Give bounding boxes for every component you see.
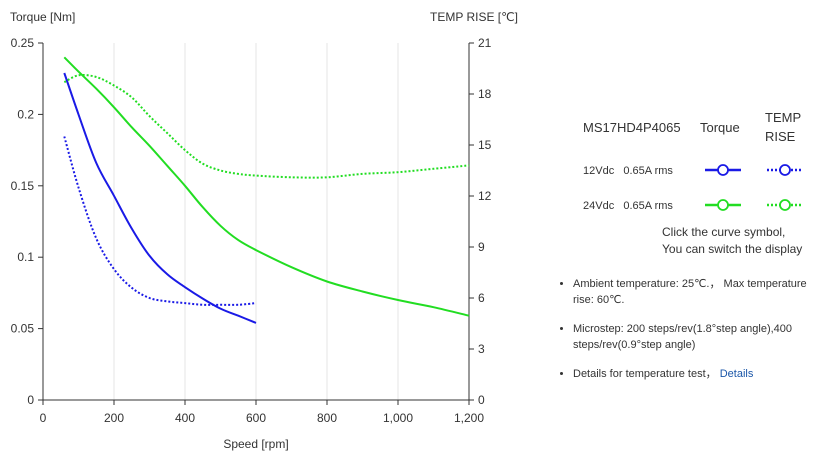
y-left-tick-label: 0.2 [17,107,34,121]
y-left-tick-label: 0.25 [11,36,35,50]
legend-hint-line2: You can switch the display [662,242,803,256]
x-tick-label: 800 [317,411,337,425]
y-left-tick-label: 0 [27,393,34,407]
y-right-tick-label: 12 [478,189,492,203]
series-12vdc-torque-line [63,72,257,324]
series-24vdc-torque-line [63,56,470,317]
legend-24v-torque-symbol[interactable] [703,198,743,212]
notes-list: Ambient temperature: 25℃.， Max temperatu… [560,276,813,395]
right-axis-title: TEMP RISE [℃] [430,10,518,24]
x-axis-title: Speed [rpm] [223,437,288,451]
y-right-tick-label: 3 [478,342,485,356]
series-24vdc-temp-rise-line [63,73,470,179]
y-right-tick-label: 9 [478,240,485,254]
legend-hint-line1: Click the curve symbol, [662,225,786,239]
legend-col-temp: TEMP RISE [765,108,801,146]
x-tick-label: 1,200 [454,411,484,425]
note-details-text: Details for temperature test， [573,368,717,380]
chart-grid [113,43,399,400]
note-microstep: Microstep: 200 steps/rev(1.8°step angle)… [573,321,813,353]
y-right-tick-label: 21 [478,36,492,50]
note-ambient: Ambient temperature: 25℃.， Max temperatu… [573,276,813,308]
chart-axes: 0 200 400 600 800 1,000 1,200 0 0.05 0.1 0.15 0.2 0.… [11,36,492,425]
chart-series [63,56,470,324]
y-left-tick-label: 0.05 [11,322,35,336]
legend-col-temp-line2: RISE [765,129,796,144]
legend-current: 0.65A rms [623,200,673,212]
x-tick-label: 400 [175,411,195,425]
y-left-tick-label: 0.15 [11,179,35,193]
legend-24v-temp-symbol[interactable] [765,198,805,212]
speed-torque-chart: 0 200 400 600 800 1,000 1,200 0 0.05 0.1 0.15 0.2 0.… [10,10,518,451]
legend-col-torque: Torque [700,120,740,135]
legend-row-12v: 12Vdc 0.65A rms [583,165,673,177]
series-12vdc-temp-rise-line [63,136,257,306]
y-right-tick-label: 15 [478,138,492,152]
y-left-tick-label: 0.1 [17,250,34,264]
y-right-tick-label: 6 [478,291,485,305]
left-axis-title: Torque [Nm] [10,10,75,24]
legend-col-temp-line1: TEMP [765,110,802,125]
note-details: Details for temperature test， Details [573,366,813,382]
x-tick-label: 0 [40,411,47,425]
legend-12v-torque-symbol[interactable] [703,163,743,177]
details-link[interactable]: Details [719,368,754,380]
legend-current: 0.65A rms [623,165,673,177]
y-right-tick-label: 18 [478,87,492,101]
legend-voltage: 24Vdc [583,200,615,212]
legend-row-24v: 24Vdc 0.65A rms [583,200,673,212]
x-tick-label: 1,000 [383,411,413,425]
legend-voltage: 12Vdc [583,165,615,177]
legend-model: MS17HD4P4065 [583,120,681,135]
y-right-tick-label: 0 [478,393,485,407]
legend-12v-temp-symbol[interactable] [765,163,805,177]
x-tick-label: 200 [104,411,124,425]
legend-hint: Click the curve symbol, You can switch t… [662,224,802,258]
x-tick-label: 600 [246,411,266,425]
